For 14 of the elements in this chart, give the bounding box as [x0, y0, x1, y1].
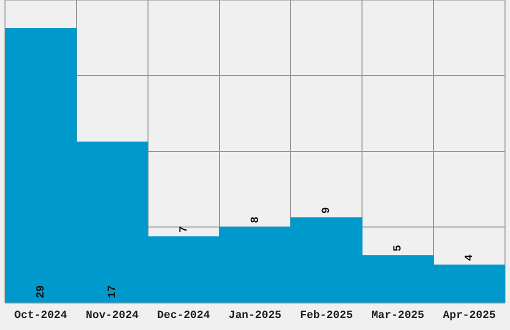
data-label: 9 — [321, 207, 334, 214]
x-tick-label: Apr-2025 — [442, 310, 496, 322]
x-tick-label: Oct-2024 — [14, 310, 68, 322]
data-label: 8 — [250, 216, 262, 224]
data-label: 29 — [35, 285, 48, 298]
x-tick-label: Nov-2024 — [86, 310, 139, 322]
x-tick-label: Mar-2025 — [371, 310, 425, 322]
data-label: 4 — [464, 254, 476, 261]
x-tick-label: Feb-2025 — [300, 310, 354, 322]
data-label: 7 — [178, 226, 190, 233]
x-tick-label: Jan-2025 — [228, 310, 282, 322]
x-tick-label: Dec-2024 — [157, 310, 210, 322]
data-label: 5 — [392, 244, 405, 252]
data-label: 17 — [106, 285, 119, 298]
